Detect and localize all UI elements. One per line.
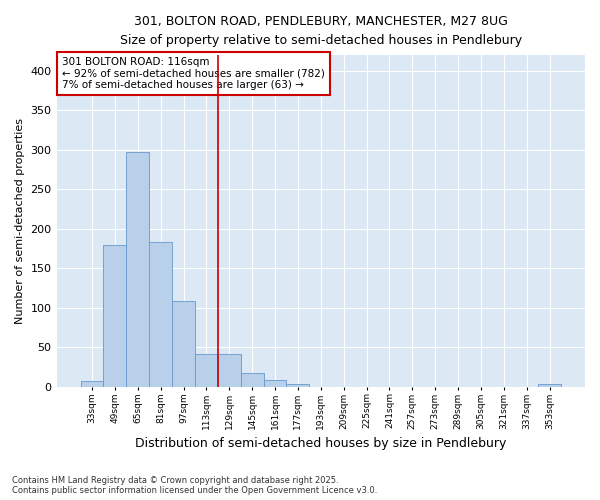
Bar	[538, 384, 561, 386]
Bar	[263, 380, 286, 386]
Bar	[241, 372, 263, 386]
Bar	[149, 242, 172, 386]
Bar	[127, 152, 149, 386]
Bar	[80, 381, 103, 386]
Bar	[172, 300, 195, 386]
Text: Contains HM Land Registry data © Crown copyright and database right 2025.
Contai: Contains HM Land Registry data © Crown c…	[12, 476, 377, 495]
Title: 301, BOLTON ROAD, PENDLEBURY, MANCHESTER, M27 8UG
Size of property relative to s: 301, BOLTON ROAD, PENDLEBURY, MANCHESTER…	[120, 15, 522, 47]
Bar	[286, 384, 310, 386]
Bar	[218, 354, 241, 386]
Bar	[103, 244, 127, 386]
Y-axis label: Number of semi-detached properties: Number of semi-detached properties	[15, 118, 25, 324]
X-axis label: Distribution of semi-detached houses by size in Pendlebury: Distribution of semi-detached houses by …	[135, 437, 506, 450]
Text: 301 BOLTON ROAD: 116sqm
← 92% of semi-detached houses are smaller (782)
7% of se: 301 BOLTON ROAD: 116sqm ← 92% of semi-de…	[62, 57, 325, 90]
Bar	[195, 354, 218, 386]
